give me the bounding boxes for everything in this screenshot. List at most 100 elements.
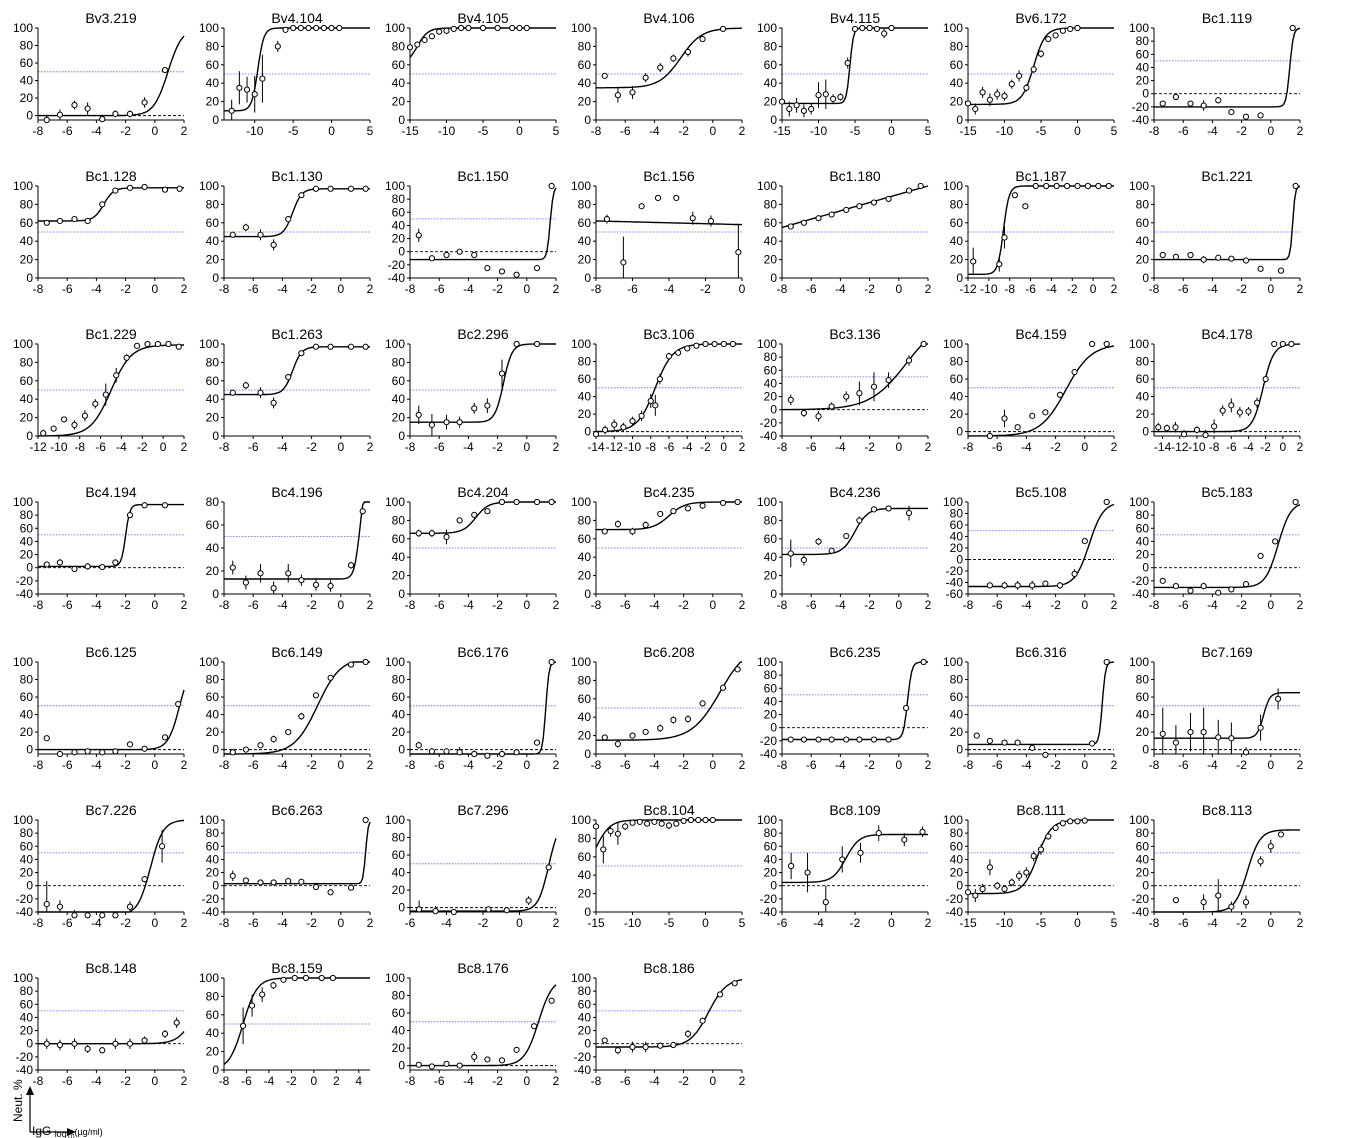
data-point xyxy=(1074,818,1081,825)
data-point xyxy=(141,745,148,752)
data-point xyxy=(362,658,369,666)
data-point xyxy=(320,24,327,32)
y-tick-label: 80 xyxy=(764,668,778,682)
data-point xyxy=(1288,340,1295,348)
data-point xyxy=(484,1056,491,1063)
y-tick-label: 100 xyxy=(943,337,963,351)
x-tick-label: -2 xyxy=(120,282,131,296)
fit-curve xyxy=(968,27,1114,106)
y-tick-label: 80 xyxy=(764,350,778,364)
y-tick-label: 100 xyxy=(13,971,33,985)
fit-curve xyxy=(224,821,371,885)
chart-title: Bc8.113 xyxy=(1202,802,1253,818)
data-point xyxy=(844,59,851,67)
data-point xyxy=(533,498,541,506)
y-tick-label: 80 xyxy=(392,989,406,1003)
data-point xyxy=(1279,340,1286,348)
x-tick-label: 0 xyxy=(702,916,709,930)
x-tick-label: 0 xyxy=(151,916,158,930)
y-tick-label: 20 xyxy=(20,1024,34,1038)
x-tick-label: 0 xyxy=(709,598,716,612)
y-tick-label: -40 xyxy=(16,587,34,601)
data-point xyxy=(629,732,636,739)
y-tick-label: 20 xyxy=(20,253,34,267)
data-point xyxy=(251,91,258,98)
y-tick-label: 60 xyxy=(764,839,778,853)
x-tick-label: 0 xyxy=(739,282,746,296)
data-point xyxy=(979,89,986,96)
data-point xyxy=(979,885,986,893)
chart-title: Bc1.150 xyxy=(457,168,509,184)
y-tick-label: 0 xyxy=(956,425,963,439)
y-tick-label: 80 xyxy=(206,355,220,369)
y-tick-label: 40 xyxy=(764,376,778,390)
data-point xyxy=(298,350,305,357)
y-tick-label: 80 xyxy=(764,826,778,840)
data-point xyxy=(1045,35,1052,43)
y-tick-label: 40 xyxy=(20,852,34,866)
y-tick-label: 0 xyxy=(212,743,219,757)
data-point xyxy=(270,879,277,886)
y-tick-label: 20 xyxy=(764,253,778,267)
y-tick-label: 40 xyxy=(578,390,592,404)
data-point xyxy=(651,818,658,825)
data-point xyxy=(815,215,822,222)
x-tick-label: 0 xyxy=(523,598,530,612)
y-tick-label: 0 xyxy=(956,113,963,127)
data-point xyxy=(347,343,355,350)
data-point xyxy=(614,92,622,99)
data-point xyxy=(456,419,463,426)
data-point xyxy=(920,658,927,666)
y-tick-label: 0 xyxy=(1142,879,1149,893)
y-tick-label: 20 xyxy=(206,1045,220,1059)
data-point xyxy=(601,1037,608,1044)
x-tick-label: -4 xyxy=(682,440,693,454)
y-tick-label: 80 xyxy=(1136,34,1150,48)
y-tick-label: -20 xyxy=(16,892,34,906)
data-point xyxy=(1081,817,1088,824)
data-point xyxy=(964,100,972,107)
x-tick-label: -2 xyxy=(1236,916,1247,930)
chart-panel: Bc1.128 0 20 40 60 80 100 -8 -6 -4 -2 0 2 xyxy=(13,168,188,296)
y-tick-label: 40 xyxy=(578,868,592,882)
x-tick-label: -6 xyxy=(62,1074,73,1088)
y-tick-label: 0 xyxy=(26,561,33,575)
y-tick-label: 100 xyxy=(1129,179,1149,193)
y-tick-label: 0 xyxy=(584,425,591,439)
x-tick-label: -8 xyxy=(963,758,974,772)
data-point xyxy=(843,393,850,400)
x-tick-label: 0 xyxy=(160,440,167,454)
fit-curve xyxy=(596,979,743,1048)
data-point xyxy=(657,1042,664,1049)
data-point xyxy=(711,340,718,348)
x-tick-label: -4 xyxy=(813,916,824,930)
data-point xyxy=(43,901,50,908)
x-tick-label: -4 xyxy=(649,598,660,612)
x-tick-label: -4 xyxy=(835,598,846,612)
x-tick-label: 2 xyxy=(367,282,374,296)
chart-title: Bc1.229 xyxy=(85,326,137,342)
data-point xyxy=(1030,853,1037,860)
data-point xyxy=(1215,254,1222,261)
data-point xyxy=(509,24,516,32)
data-point xyxy=(327,343,334,350)
data-point xyxy=(1228,903,1235,910)
data-point xyxy=(1242,749,1250,756)
x-tick-label: -8 xyxy=(777,282,788,296)
x-tick-label: -2 xyxy=(286,1074,297,1088)
chart-title: Bc4.178 xyxy=(1201,326,1253,342)
x-tick-label: 2 xyxy=(1297,758,1304,772)
data-point xyxy=(503,907,510,914)
x-tick-label: 0 xyxy=(709,1074,716,1088)
x-tick-label: -6 xyxy=(95,440,106,454)
data-point xyxy=(1272,538,1279,545)
y-tick-label: 20 xyxy=(764,866,778,880)
y-tick-label: -20 xyxy=(1132,574,1150,588)
data-point xyxy=(919,828,926,835)
chart-panel: Bc1.221 0 20 40 60 80 100 -8 -6 -4 -2 0 2 xyxy=(1129,168,1304,296)
data-point xyxy=(428,530,435,537)
data-point xyxy=(885,377,892,384)
data-point xyxy=(734,666,741,673)
data-point xyxy=(498,370,506,377)
